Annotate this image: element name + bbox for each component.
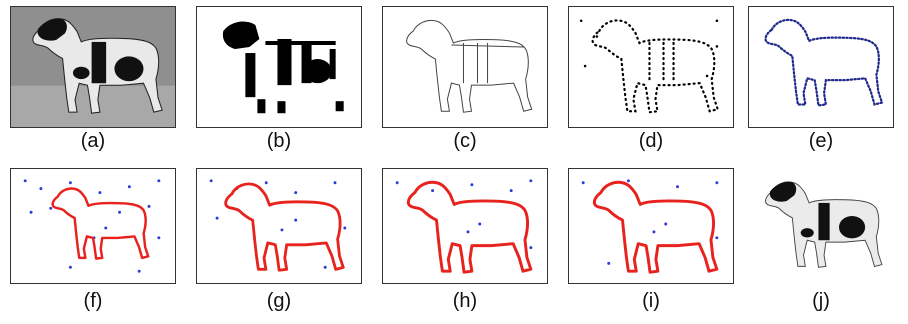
panel-a-original-photo bbox=[10, 6, 176, 128]
caption-c: (c) bbox=[453, 130, 477, 152]
caption-b: (b) bbox=[266, 130, 292, 152]
panel-i-matching-iteration bbox=[568, 168, 734, 284]
panel-d-keypoints bbox=[568, 6, 734, 128]
caption-g: (g) bbox=[266, 290, 292, 312]
caption-e: (e) bbox=[808, 130, 834, 152]
caption-d: (d) bbox=[638, 130, 664, 152]
panel-j-segmentation-result bbox=[748, 168, 894, 284]
panel-b-saliency-map bbox=[196, 6, 362, 128]
caption-a: (a) bbox=[80, 130, 106, 152]
panel-h-matching-iteration bbox=[382, 168, 548, 284]
panel-f-matching-iteration bbox=[10, 168, 176, 284]
panel-e-shape-contour bbox=[748, 6, 894, 128]
caption-i: (i) bbox=[642, 290, 660, 312]
panel-c-edge-map bbox=[382, 6, 548, 128]
caption-j: (j) bbox=[812, 290, 830, 312]
caption-h: (h) bbox=[452, 290, 478, 312]
caption-f: (f) bbox=[83, 290, 103, 312]
panel-g-matching-iteration bbox=[196, 168, 362, 284]
